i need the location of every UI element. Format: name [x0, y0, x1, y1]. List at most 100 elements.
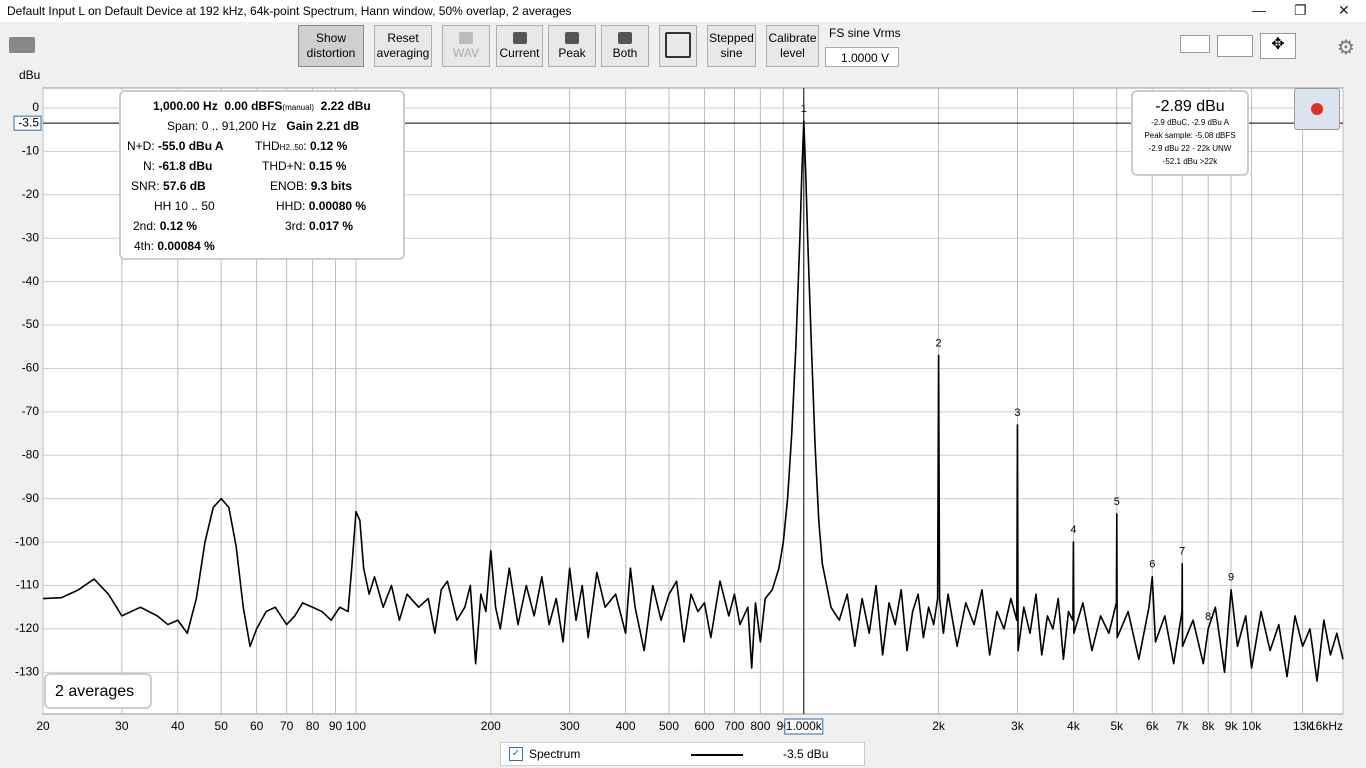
x-tick-label: 700: [724, 719, 744, 733]
y-tick-label: -30: [22, 230, 40, 244]
thd-colon: :: [303, 139, 307, 153]
snr-label: SNR:: [131, 179, 160, 193]
layout-single[interactable]: [1180, 35, 1210, 53]
calibrate-level-button[interactable]: Calibrate level: [766, 25, 819, 67]
x-tick-label: 13k: [1293, 719, 1313, 733]
x-tick-label: 80: [306, 719, 320, 733]
cursor-y-label: -3.5: [18, 115, 39, 129]
h4-label: 4th:: [134, 239, 155, 253]
distortion-panel: 1,000.00 Hz 0.00 dBFS(manual) 2.22 dBu S…: [119, 90, 405, 260]
label: Both: [612, 45, 638, 60]
legend: ✓ Spectrum -3.5 dBu: [500, 742, 865, 766]
harmonic-marker: 7: [1179, 546, 1185, 558]
x-tick-label: 60: [250, 719, 264, 733]
legend-swatch: [691, 754, 743, 756]
y-tick-label: -10: [22, 144, 40, 158]
layout-split[interactable]: [1217, 35, 1253, 57]
x-tick-label: 600: [694, 719, 714, 733]
label: WAV: [453, 45, 479, 60]
x-tick-label: 20: [36, 719, 50, 733]
harmonic-marker: 9: [1228, 572, 1234, 584]
x-tick-label: 800: [750, 719, 770, 733]
hhd-label: HHD:: [276, 199, 306, 213]
minimize[interactable]: —: [1252, 2, 1266, 18]
harmonic-marker: 1: [801, 103, 807, 115]
label: Peak: [558, 45, 586, 60]
x-tick-label: 500: [659, 719, 679, 733]
thdn-value: 0.15 %: [309, 159, 347, 173]
legend-name: Spectrum: [529, 747, 581, 761]
y-tick-label: -110: [16, 578, 39, 592]
level-line: -52.1 dBu >22k: [1162, 157, 1218, 166]
thd-label: THD: [255, 139, 280, 153]
harmonic-marker: 5: [1114, 496, 1120, 508]
reset-averaging-button[interactable]: Reset averaging: [374, 25, 432, 67]
enob-label: ENOB:: [270, 179, 308, 193]
harmonic-label: 2: [936, 337, 942, 349]
x-tick-label: 8k: [1202, 719, 1216, 733]
y-tick-label: -120: [15, 621, 39, 635]
level-line: Peak sample: -5.08 dBFS: [1144, 131, 1236, 140]
y-tick-label: -70: [22, 404, 40, 418]
frequency: 1,000.00 Hz: [153, 99, 218, 113]
h2-value: 0.12 %: [159, 219, 198, 233]
y-tick-label: -40: [22, 274, 40, 288]
show-distortion-button[interactable]: Show distortion: [298, 25, 364, 67]
nd-label: N+D:: [127, 139, 155, 153]
snr-value: 57.6 dB: [163, 179, 206, 193]
save-current-button[interactable]: Current: [496, 25, 543, 67]
x-tick-label: 100: [346, 719, 366, 733]
save-peak-button[interactable]: Peak: [548, 25, 596, 67]
harmonic-marker: 8: [1205, 611, 1211, 623]
close[interactable]: ✕: [1338, 2, 1350, 18]
save-both-button[interactable]: Both: [601, 25, 649, 67]
label: Stepped: [709, 31, 754, 45]
h4-value: 0.00084 %: [157, 239, 215, 253]
x-tick-label: 9k: [1225, 719, 1239, 733]
settings[interactable]: ⚙: [1337, 37, 1355, 59]
legend-value: -3.5 dBu: [783, 747, 829, 761]
fs-sine-input[interactable]: 1.0000 V: [825, 47, 899, 67]
spectrum-line: [42, 120, 1344, 682]
harmonic-label: 9: [1228, 572, 1234, 584]
y-tick-label: 0: [32, 100, 39, 114]
stepped-sine-button[interactable]: Stepped sine: [707, 25, 756, 67]
y-tick-label: -100: [15, 534, 39, 548]
label: level: [780, 46, 805, 60]
camera-button[interactable]: [6, 25, 38, 67]
export-button[interactable]: [659, 25, 697, 67]
x-tick-label: 10k: [1242, 719, 1262, 733]
harmonic-marker: 6: [1149, 559, 1155, 571]
cursor-x-box: [784, 718, 824, 735]
span: Span: 0 .. 91,200 Hz: [167, 119, 277, 133]
maximize[interactable]: ❐: [1294, 2, 1307, 18]
level-panel: -2.89 dBu -2.9 dBuC, -2.9 dBu A Peak sam…: [1131, 90, 1249, 176]
level: 2.22 dBu: [320, 99, 371, 113]
x-tick-label: 400: [616, 719, 636, 733]
dbfs: 0.00 dBFS: [224, 99, 283, 113]
level-line: -2.9 dBuC, -2.9 dBu A: [1151, 118, 1229, 127]
level-line: -2.9 dBu 22 - 22k UNW: [1148, 144, 1232, 153]
x-tick-label: 200: [481, 719, 501, 733]
x-tick-label: 300: [560, 719, 580, 733]
h3-label: 3rd:: [285, 219, 306, 233]
hhd-value: 0.00080 %: [308, 199, 367, 213]
y-axis-label: dBu: [19, 68, 40, 82]
fs-sine-label: FS sine Vrms: [829, 26, 901, 40]
harmonic-label: 7: [1179, 546, 1185, 558]
wav-button[interactable]: WAV: [442, 25, 490, 67]
x-tick-label: 40: [171, 719, 185, 733]
n-value: -61.8 dBu: [158, 159, 213, 173]
pan-tool[interactable]: ✥: [1260, 33, 1296, 59]
y-tick-label: -130: [15, 664, 39, 678]
x-tick-label: 3k: [1011, 719, 1025, 733]
label: Reset: [387, 31, 419, 45]
legend-checkbox[interactable]: ✓: [509, 747, 523, 761]
cursor-y-box: [13, 115, 42, 131]
window-title: Default Input L on Default Device at 192…: [7, 4, 572, 18]
enob-value: 9.3 bits: [310, 179, 353, 193]
harmonic-marker: 2: [936, 337, 942, 349]
x-tick-label: 70: [280, 719, 294, 733]
record-button[interactable]: [1294, 88, 1340, 130]
hh-range: HH 10 .. 50: [154, 199, 215, 213]
